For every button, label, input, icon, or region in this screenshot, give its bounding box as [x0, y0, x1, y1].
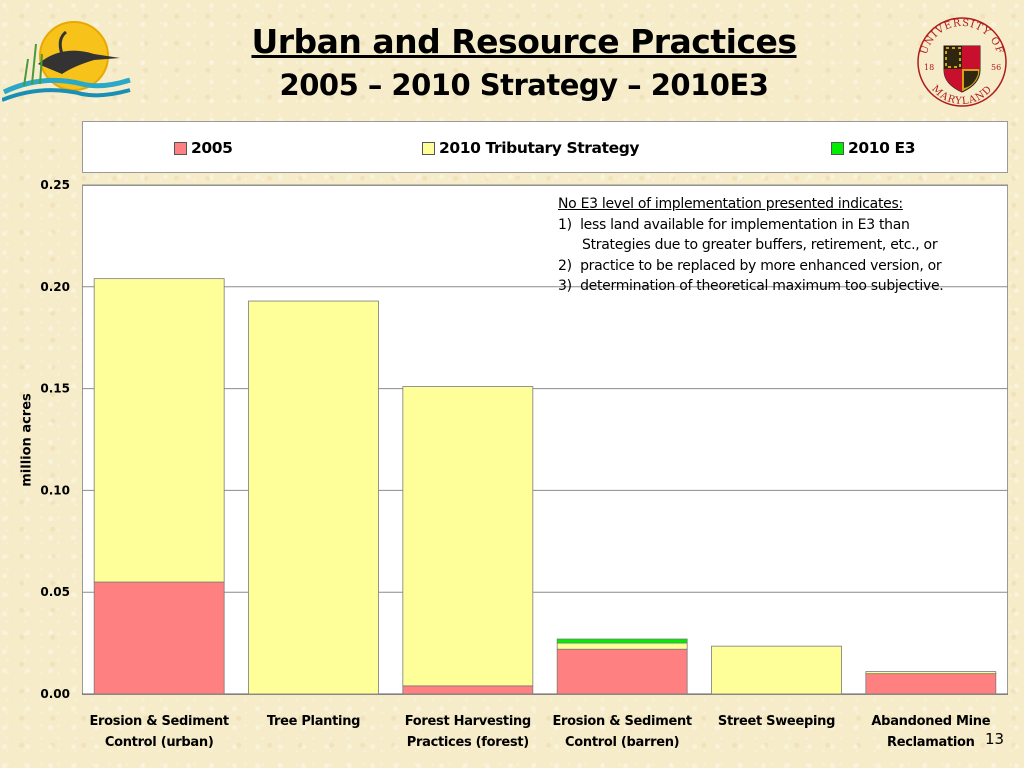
y-tick-label: 0.15: [40, 382, 70, 396]
legend-item-2005: 2005: [174, 139, 233, 157]
bar-segment-2005: [556, 648, 688, 695]
annotation-item-1: 1) less land available for implementatio…: [558, 215, 998, 236]
annotation-text: practice to be replaced by more enhanced…: [580, 257, 942, 274]
x-category-label: Reclamation: [887, 735, 975, 750]
legend-label-tributary-strategy: 2010 Tributary Strategy: [439, 139, 640, 157]
x-category-label: Street Sweeping: [718, 714, 835, 729]
slide-title: Urban and Resource Practices: [251, 22, 797, 61]
y-tick-label: 0.25: [40, 178, 70, 192]
bar-segment-tributary-strategy: [711, 645, 842, 695]
bar-segment-tributary-strategy: [402, 386, 534, 687]
annotation-text: determination of theoretical maximum too…: [580, 278, 944, 294]
y-tick-label: 0.05: [40, 585, 70, 599]
y-tick-label: 0.20: [40, 280, 70, 294]
x-category-label: Abandoned Mine: [871, 714, 990, 729]
x-category-label: Tree Planting: [267, 714, 360, 729]
legend-label-2005: 2005: [191, 139, 233, 157]
bar-segment-tributary-strategy: [248, 300, 379, 695]
x-category-label: Erosion & Sediment: [552, 714, 691, 729]
seal-year-right: 56: [991, 63, 1001, 72]
annotation-heading: No E3 level of implementation presented …: [558, 196, 903, 212]
y-tick-label: 0.10: [40, 483, 70, 497]
x-category-label: Practices (forest): [407, 735, 529, 750]
chart-legend: 2005 2010 Tributary Strategy 2010 E3: [82, 121, 1008, 173]
annotation-item-2: 2) practice to be replaced by more enhan…: [558, 256, 998, 277]
chart-annotation: No E3 level of implementation presented …: [558, 194, 998, 297]
plot-area: [82, 185, 1008, 695]
bar-segment-tributary-strategy: [556, 642, 688, 650]
bar-segment-2005: [93, 581, 225, 695]
legend-swatch-tributary-strategy: [422, 141, 435, 155]
bar-segment-e3: [556, 638, 688, 644]
sun-heron-logo: [2, 21, 131, 102]
legend-swatch-2005: [174, 141, 187, 155]
legend-item-e3: 2010 E3: [831, 139, 916, 157]
bar-segment-2005: [402, 685, 534, 695]
annotation-item-1-cont: Strategies due to greater buffers, retir…: [558, 235, 998, 256]
y-tick-label: 0.00: [40, 687, 70, 701]
x-category-label: Erosion & Sediment: [89, 714, 228, 729]
annotation-item-3: 3) determination of theoretical maximum …: [558, 276, 998, 297]
seal-year-left: 18: [924, 63, 934, 72]
bar-segment-tributary-strategy: [93, 278, 225, 583]
annotation-number: 3): [558, 278, 572, 294]
legend-label-e3: 2010 E3: [848, 139, 916, 157]
bar-segment-2005: [865, 673, 997, 695]
x-category-label: Control (urban): [105, 735, 214, 750]
x-category-label: Forest Harvesting: [405, 714, 531, 729]
page-number: 13: [985, 730, 1005, 748]
y-axis-label: million acres: [19, 393, 35, 487]
bar-segment-tributary-strategy: [865, 671, 997, 675]
annotation-text: Strategies due to greater buffers, retir…: [582, 237, 938, 253]
x-category-label: Control (barren): [565, 735, 679, 750]
annotation-text: less land available for implementation i…: [580, 216, 910, 233]
university-seal-logo: UNIVERSITY OF MARYLAND 18 56: [917, 17, 1007, 107]
legend-item-tributary-strategy: 2010 Tributary Strategy: [422, 139, 640, 157]
legend-swatch-e3: [831, 141, 844, 155]
annotation-number: 1): [558, 216, 572, 233]
slide-subtitle: 2005 – 2010 Strategy – 2010E3: [279, 68, 769, 102]
annotation-number: 2): [558, 257, 572, 274]
